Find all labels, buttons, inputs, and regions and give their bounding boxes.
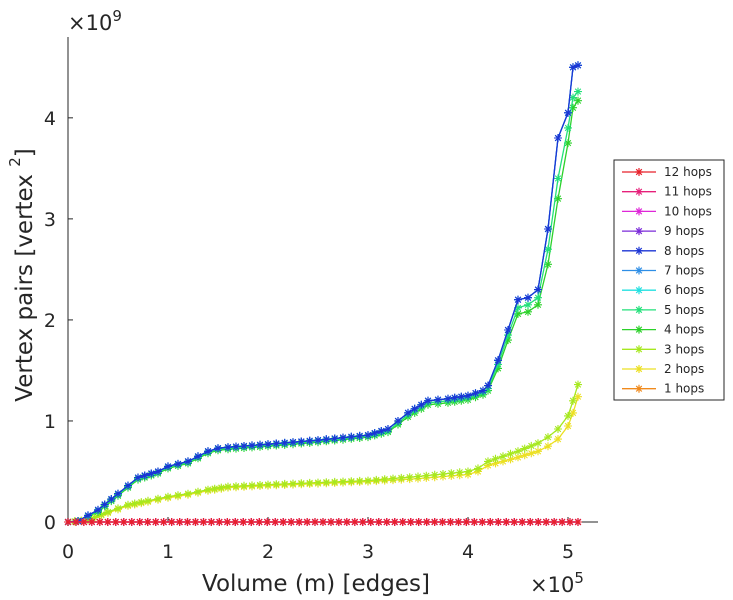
legend-swatch-marker <box>635 266 643 275</box>
y-axis-title-close: ] <box>12 148 38 157</box>
series-markers <box>64 380 582 526</box>
legend-swatch-marker <box>635 345 643 354</box>
x-tick-label: 0 <box>62 541 74 563</box>
y-tick-label: 4 <box>44 108 56 130</box>
legend-swatch-marker <box>635 325 643 334</box>
y-ticks: 0 1 2 3 4 <box>44 108 73 534</box>
legend-label: 7 hops <box>664 264 704 278</box>
legend-item: 2 hops <box>622 362 704 376</box>
legend-label: 9 hops <box>664 224 704 238</box>
legend-label: 2 hops <box>664 362 704 376</box>
legend: 12 hops 11 hops 10 hops 9 hops 8 hops 7 hops 6… <box>613 159 725 401</box>
y-multiplier-base: ×10 <box>68 11 112 35</box>
x-tick-label: 3 <box>362 541 374 563</box>
legend-box <box>613 159 725 401</box>
legend-swatch-marker <box>635 246 643 255</box>
series-12-hops <box>64 518 582 526</box>
y-tick-label: 0 <box>44 512 56 534</box>
y-tick-label: 1 <box>44 411 56 433</box>
series-line <box>67 64 579 523</box>
y-tick-label: 2 <box>44 310 56 332</box>
y-multiplier-exp: 9 <box>112 7 122 25</box>
x-axis-title: Volume (m) [edges] <box>202 571 430 597</box>
x-tick-label: 2 <box>262 541 274 563</box>
legend-item: 9 hops <box>622 224 704 238</box>
legend-swatch-marker <box>635 168 643 176</box>
legend-item: 7 hops <box>622 264 704 278</box>
legend-item: 11 hops <box>622 185 712 199</box>
x-multiplier-label: ×105 <box>530 569 584 597</box>
legend-item: 3 hops <box>622 342 704 356</box>
legend-label: 5 hops <box>664 303 704 317</box>
legend-item: 5 hops <box>622 303 704 317</box>
series-layer <box>64 61 582 526</box>
x-tick-label: 1 <box>162 541 174 563</box>
series-line <box>67 384 579 523</box>
legend-label: 12 hops <box>664 165 712 179</box>
y-axis-title-sup: 2 <box>6 157 24 167</box>
legend-item: 4 hops <box>622 323 704 337</box>
x-tick-label: 4 <box>462 541 474 563</box>
legend-item: 6 hops <box>622 283 704 297</box>
y-axis-title-main: Vertex pairs [vertex <box>12 167 38 402</box>
legend-label: 4 hops <box>664 323 704 337</box>
legend-swatch-marker <box>635 286 643 295</box>
x-multiplier-base: ×10 <box>530 573 574 597</box>
series-3-hops <box>64 380 582 526</box>
legend-label: 8 hops <box>664 244 704 258</box>
legend-swatch-marker <box>635 227 643 236</box>
x-multiplier-exp: 5 <box>574 569 584 587</box>
legend-label: 6 hops <box>664 283 704 297</box>
legend-item: 10 hops <box>622 204 712 218</box>
legend-swatch-marker <box>635 207 643 216</box>
legend-swatch-marker <box>635 187 643 196</box>
y-multiplier-label: ×109 <box>68 7 122 35</box>
legend-label: 11 hops <box>664 185 712 199</box>
legend-item: 8 hops <box>622 244 704 258</box>
legend-entries: 12 hops 11 hops 10 hops 9 hops 8 hops 7 hops 6… <box>622 165 712 396</box>
legend-label: 10 hops <box>664 204 712 218</box>
legend-label: 3 hops <box>664 342 704 356</box>
series-line <box>67 64 579 523</box>
series-line <box>67 64 579 523</box>
plot-area: 0 1 2 3 4 5 0 1 2 3 4 <box>44 37 598 563</box>
legend-swatch-marker <box>635 384 643 393</box>
y-tick-label: 3 <box>44 209 56 231</box>
legend-item: 12 hops <box>622 165 712 179</box>
legend-swatch-marker <box>635 365 643 373</box>
legend-swatch-marker <box>635 305 643 314</box>
x-tick-label: 5 <box>562 541 574 563</box>
legend-item: 1 hops <box>622 382 704 396</box>
y-axis-title: Vertex pairs [vertex 2] <box>6 148 38 401</box>
x-ticks: 0 1 2 3 4 5 <box>62 517 574 563</box>
series-line <box>67 100 579 523</box>
series-markers <box>64 518 582 526</box>
legend-label: 1 hops <box>664 382 704 396</box>
